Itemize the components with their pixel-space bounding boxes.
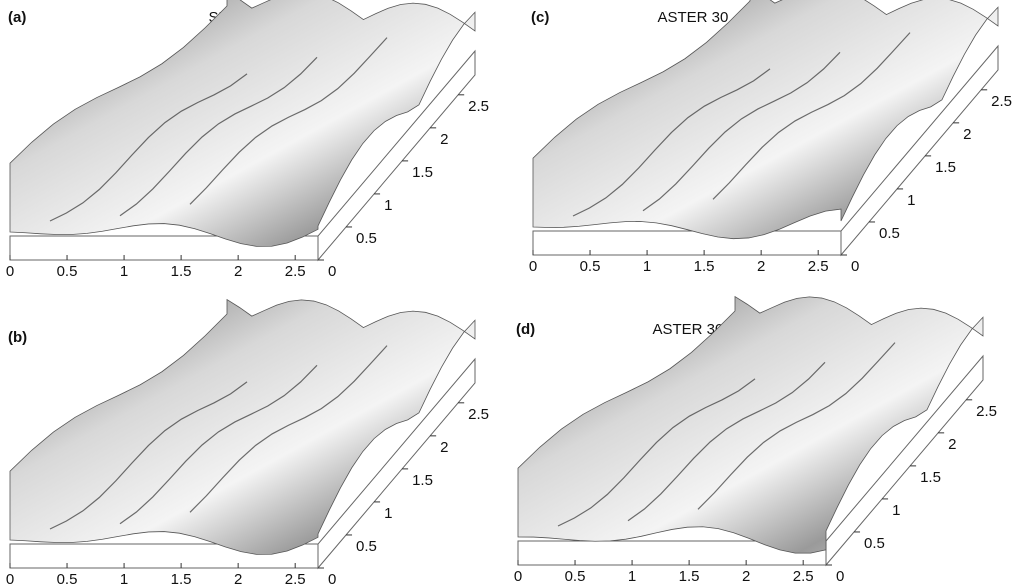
- x-tick-label: 0: [529, 258, 537, 275]
- panel-label: (c): [531, 9, 549, 26]
- y-tick-label: 0.5: [879, 225, 900, 242]
- x-tick-label: 1: [628, 568, 636, 585]
- y-tick-label: 2: [948, 436, 956, 453]
- x-tick-label: 2: [234, 571, 242, 585]
- panel-label: (a): [8, 9, 26, 26]
- x-tick-label: 1: [120, 571, 128, 585]
- y-tick-label: 0: [836, 568, 844, 585]
- y-tick-label: 0.5: [356, 538, 377, 555]
- y-tick-label: 0.5: [864, 535, 885, 552]
- x-tick-label: 1: [643, 258, 651, 275]
- y-tick-label: 1: [892, 502, 900, 519]
- terrain-surface: [10, 0, 475, 246]
- x-tick-label: 0: [6, 263, 14, 280]
- y-tick-label: 1.5: [412, 472, 433, 489]
- panel-label: (d): [516, 321, 535, 338]
- y-tick-label: 0: [851, 258, 859, 275]
- x-tick-label: 1: [120, 263, 128, 280]
- y-tick-label: 1: [384, 197, 392, 214]
- y-tick-label: 2.5: [991, 93, 1012, 110]
- x-tick-label: 1.5: [171, 571, 192, 585]
- x-tick-label: 0.5: [565, 568, 586, 585]
- x-tick-label: 2.5: [285, 571, 306, 585]
- y-tick-label: 2.5: [468, 406, 489, 423]
- y-tick-label: 1: [384, 505, 392, 522]
- y-tick-label: 1.5: [935, 159, 956, 176]
- x-tick-label: 1.5: [694, 258, 715, 275]
- y-tick-label: 0: [328, 263, 336, 280]
- x-tick-label: 2: [742, 568, 750, 585]
- x-tick-label: 2.5: [808, 258, 829, 275]
- x-tick-label: 2: [757, 258, 765, 275]
- x-tick-label: 2: [234, 263, 242, 280]
- y-tick-label: 2.5: [976, 403, 997, 420]
- terrain-surface: [10, 300, 475, 555]
- y-tick-label: 2.5: [468, 98, 489, 115]
- y-tick-label: 2: [440, 131, 448, 148]
- x-tick-label: 0.5: [57, 263, 78, 280]
- x-tick-label: 0: [6, 571, 14, 585]
- x-tick-label: 2.5: [285, 263, 306, 280]
- y-tick-label: 1.5: [412, 164, 433, 181]
- figure: (a)SRTM 3000.511.522.500.511.522.5(b)SRT…: [0, 0, 1029, 585]
- x-tick-label: 0.5: [580, 258, 601, 275]
- x-tick-label: 0.5: [57, 571, 78, 585]
- y-tick-label: 0.5: [356, 230, 377, 247]
- y-tick-label: 1.5: [920, 469, 941, 486]
- y-tick-label: 1: [907, 192, 915, 209]
- y-tick-label: 0: [328, 571, 336, 585]
- y-tick-label: 2: [440, 439, 448, 456]
- terrain-surface: [518, 297, 983, 554]
- x-tick-label: 1.5: [679, 568, 700, 585]
- box-front: [533, 231, 841, 255]
- terrain-surface: [533, 0, 998, 239]
- x-tick-label: 2.5: [793, 568, 814, 585]
- y-tick-label: 2: [963, 126, 971, 143]
- x-tick-label: 1.5: [171, 263, 192, 280]
- panel-label: (b): [8, 329, 27, 346]
- x-tick-label: 0: [514, 568, 522, 585]
